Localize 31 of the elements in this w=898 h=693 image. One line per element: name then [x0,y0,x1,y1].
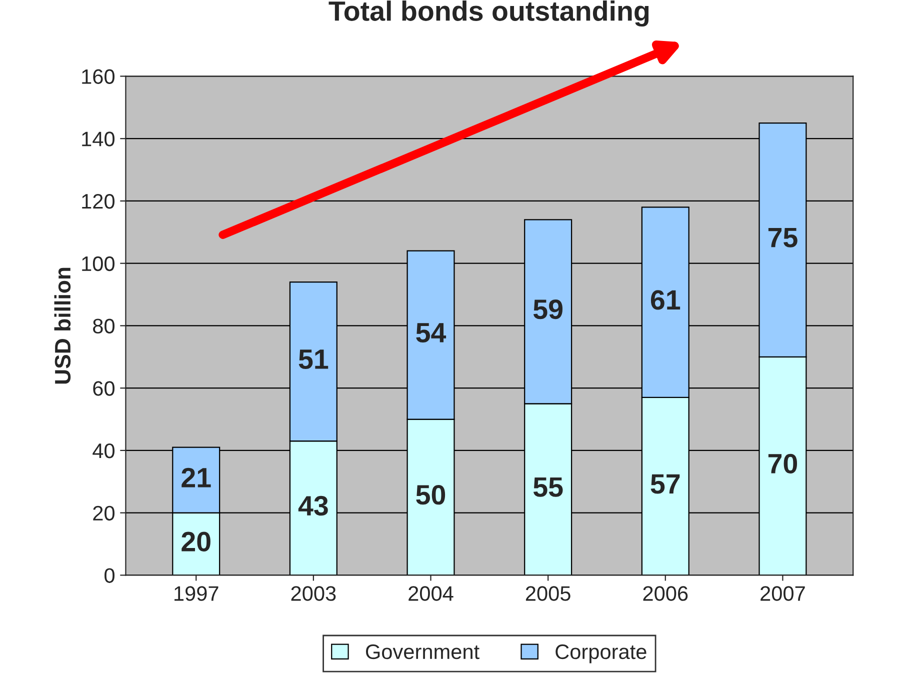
x-tick-label: 2007 [760,586,805,601]
data-label: 54 [416,323,446,343]
y-tick-label: 160 [82,69,114,84]
y-tick-label: 40 [92,443,114,458]
data-label: 50 [416,485,446,505]
chart-title: Total bonds outstanding [328,0,649,27]
data-label: 21 [182,468,211,488]
data-label: 59 [533,299,562,320]
legend-label: Government [366,644,480,660]
data-label: 70 [768,454,798,474]
data-label: 61 [650,290,680,310]
x-tick-label: 2003 [291,586,336,601]
legend-label: Corporate [556,644,646,664]
y-tick-label: 60 [93,381,114,396]
data-label: 75 [768,228,798,248]
data-label: 57 [650,474,680,494]
x-tick-label: 2006 [643,586,688,601]
x-tick-label: 1997 [174,586,218,601]
x-tick-label: 2005 [526,586,570,601]
y-tick-label: 0 [104,568,114,583]
x-tick-label: 2004 [408,586,454,601]
data-label: 51 [298,350,328,370]
data-label: 55 [533,478,563,497]
y-tick-label: 140 [82,132,114,146]
y-tick-label: 100 [82,256,114,272]
y-tick-label: 120 [82,194,114,209]
data-label: 43 [298,496,328,516]
y-tick-label: 80 [93,318,114,334]
data-label: 20 [182,532,210,552]
y-tick-label: 20 [93,506,114,521]
y-axis-title: USD billion [54,268,71,384]
